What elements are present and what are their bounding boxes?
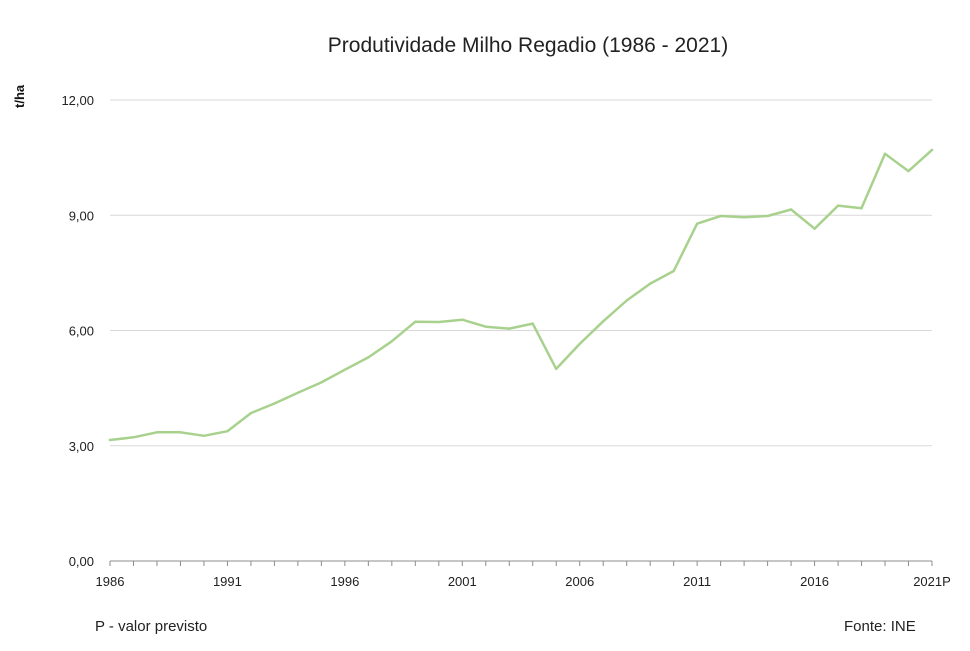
data-point xyxy=(296,391,300,394)
data-point xyxy=(930,148,934,152)
data-point xyxy=(742,215,746,219)
data-point xyxy=(578,342,581,346)
x-tick-label: 2011 xyxy=(683,574,711,589)
data-point xyxy=(414,320,417,323)
data-point xyxy=(883,152,887,155)
data-point xyxy=(390,340,394,343)
series-line xyxy=(108,148,934,442)
y-ticks: 0,00 3,00 6,00 9,00 12,00 xyxy=(61,93,94,569)
data-point xyxy=(179,431,182,434)
x-ticks: 1986 1991 1996 2001 2006 2011 2016 2021P xyxy=(96,574,951,589)
x-tick-label: 2021P xyxy=(913,574,951,589)
data-point xyxy=(367,356,370,359)
data-point xyxy=(625,299,628,302)
footnote-source: Fonte: INE xyxy=(844,618,916,635)
x-tick-label: 2016 xyxy=(800,574,829,589)
data-point xyxy=(155,431,159,434)
x-tick-label: 2006 xyxy=(565,574,594,589)
data-point xyxy=(531,322,534,325)
data-point xyxy=(813,227,816,230)
x-tick-label: 2001 xyxy=(448,574,477,589)
data-point xyxy=(437,320,440,324)
data-point xyxy=(789,208,793,211)
data-point xyxy=(648,282,652,285)
data-point xyxy=(672,269,675,273)
data-point xyxy=(132,436,135,439)
chart-title: Produtividade Milho Regadio (1986 - 2021… xyxy=(327,34,729,57)
gridlines xyxy=(110,99,932,447)
axes xyxy=(109,560,933,566)
data-point xyxy=(836,204,840,207)
data-point xyxy=(249,411,253,415)
y-tick-label: 6,00 xyxy=(69,324,94,339)
data-point xyxy=(907,169,910,173)
y-tick-label: 12,00 xyxy=(61,93,94,108)
data-point xyxy=(343,368,347,371)
y-tick-label: 0,00 xyxy=(69,554,94,569)
data-point xyxy=(719,214,722,218)
data-point xyxy=(108,438,112,442)
x-tick-label: 1991 xyxy=(213,574,242,589)
data-point xyxy=(484,325,487,328)
y-tick-label: 3,00 xyxy=(69,439,94,454)
data-point xyxy=(508,327,511,330)
data-point xyxy=(320,381,323,384)
data-point xyxy=(555,367,558,371)
x-tick-label: 1996 xyxy=(330,574,359,589)
y-tick-label: 9,00 xyxy=(69,208,94,223)
data-point xyxy=(202,434,206,437)
x-tick-label: 1986 xyxy=(96,574,125,589)
series-group xyxy=(108,148,934,442)
data-point xyxy=(766,214,769,218)
data-point xyxy=(226,429,229,433)
data-point xyxy=(602,320,605,323)
data-point xyxy=(695,222,699,225)
footnote-projection: P - valor previsto xyxy=(95,618,208,635)
data-point xyxy=(461,318,464,321)
data-point xyxy=(273,402,276,405)
data-point xyxy=(860,207,863,210)
